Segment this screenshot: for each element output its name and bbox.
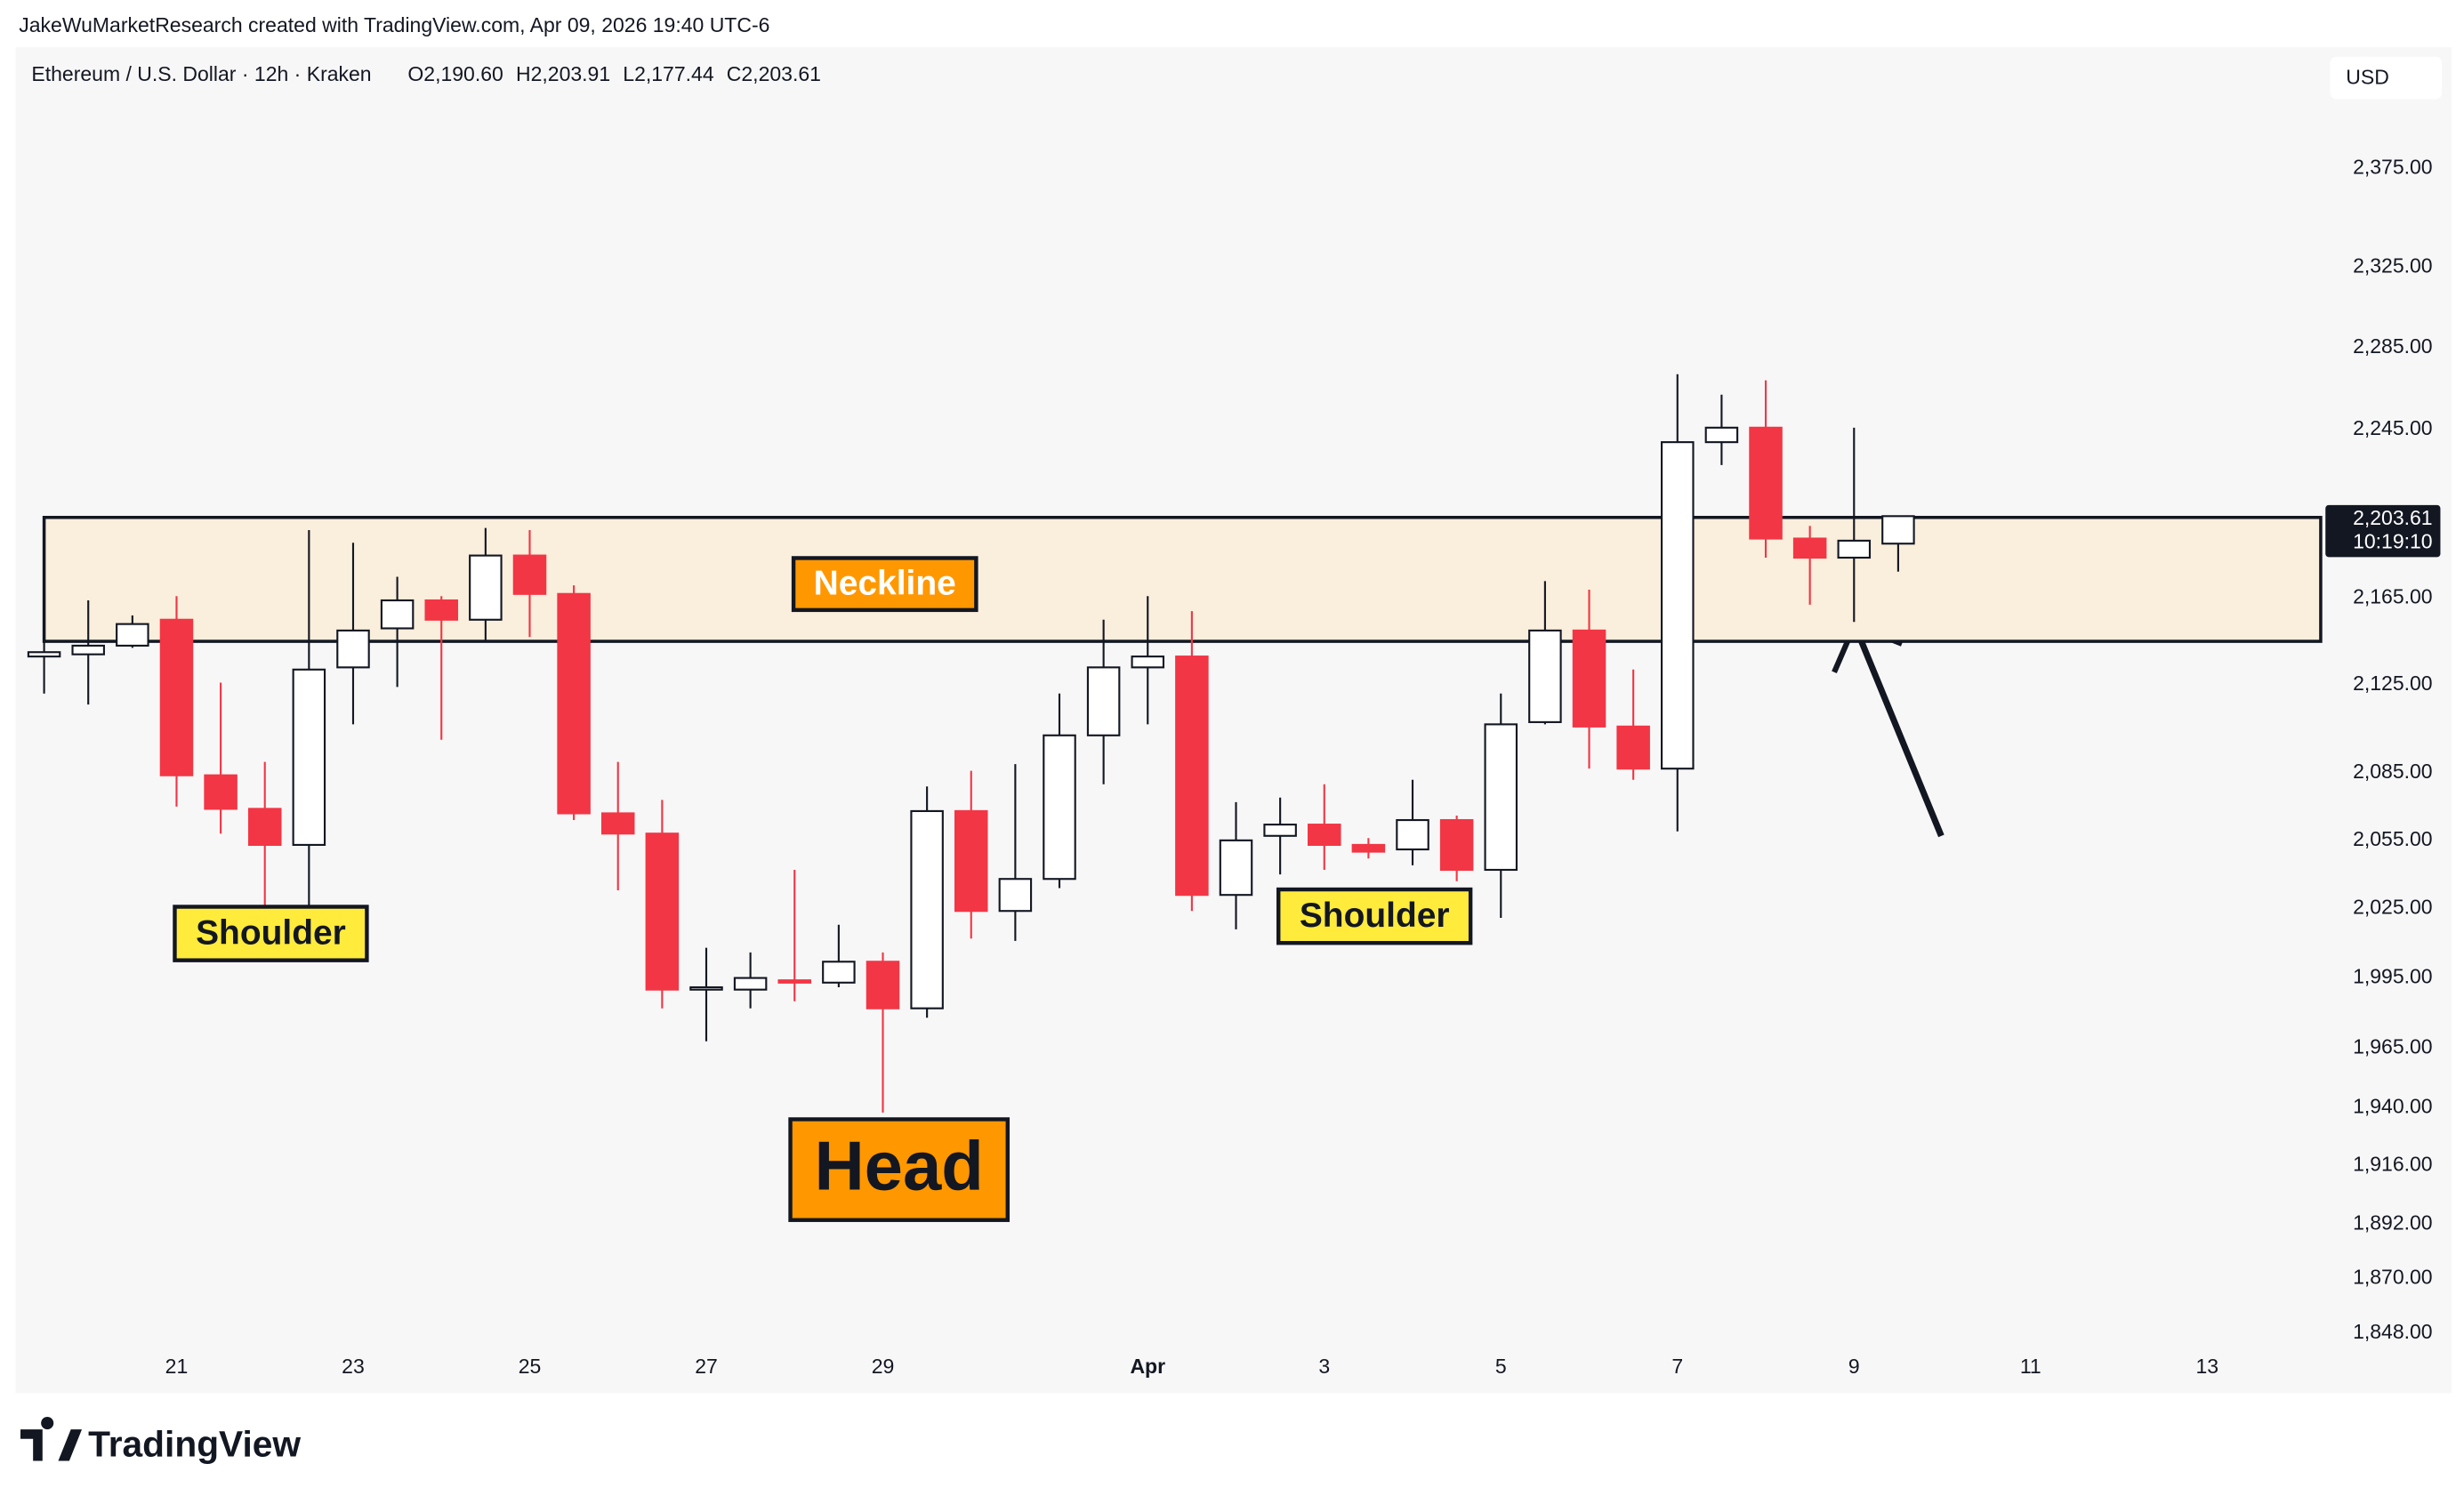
- candle-body: [116, 623, 149, 647]
- candle-body: [1351, 843, 1386, 853]
- y-tick-label: 2,285.00: [2353, 334, 2433, 358]
- candle-body: [1131, 656, 1165, 669]
- x-tick-label: 23: [342, 1355, 365, 1378]
- x-tick-label: 11: [2020, 1355, 2041, 1378]
- y-tick-label: 1,965.00: [2353, 1035, 2433, 1058]
- candle-body: [1439, 818, 1474, 872]
- candle-body: [380, 599, 415, 630]
- annotation-box: [173, 905, 369, 962]
- plot-background: [15, 47, 2452, 1394]
- y-tick-label: 2,325.00: [2353, 253, 2433, 277]
- candle-body: [1086, 666, 1121, 736]
- annotation-box: [791, 556, 978, 613]
- candle-body: [1396, 818, 1429, 851]
- candle-body: [1308, 824, 1341, 846]
- candle-body: [27, 651, 61, 658]
- candle-body: [866, 961, 900, 1009]
- y-tick-label: 1,995.00: [2353, 965, 2433, 988]
- candle-body: [645, 832, 680, 991]
- candle-body: [1175, 656, 1209, 897]
- candle-body: [292, 668, 326, 846]
- legend-ohlc: H2,203.91: [516, 62, 610, 85]
- annotation-label: Shoulder: [1300, 897, 1450, 935]
- x-tick-label: 7: [1671, 1355, 1683, 1378]
- x-tick-label: 25: [519, 1355, 542, 1378]
- legend-ohlc: C2,203.61: [727, 62, 821, 85]
- last-price-box: [2325, 504, 2441, 558]
- candle-body: [71, 644, 105, 656]
- y-tick-label: 1,848.00: [2353, 1320, 2433, 1343]
- candle-body: [998, 878, 1033, 913]
- candle-body: [1484, 723, 1518, 872]
- candle-body: [910, 809, 944, 1009]
- y-tick-label: 1,892.00: [2353, 1210, 2433, 1234]
- y-tick-label: 2,085.00: [2353, 760, 2433, 783]
- candle-body: [204, 774, 238, 810]
- y-tick-label: 1,870.00: [2353, 1265, 2433, 1288]
- candle-body: [600, 812, 635, 835]
- legend-symbol: Ethereum / U.S. Dollar · 12h · Kraken: [31, 62, 371, 85]
- y-tick-label: 1,940.00: [2353, 1095, 2433, 1118]
- y-tick-label: 2,025.00: [2353, 896, 2433, 919]
- candle-body: [247, 808, 282, 846]
- x-tick-label: 9: [1848, 1355, 1860, 1378]
- candle-body: [1661, 441, 1695, 770]
- annotation-label: Neckline: [814, 565, 956, 603]
- currency-button[interactable]: [2330, 56, 2443, 100]
- tradingview-logo: [20, 1416, 83, 1461]
- legend-ohlc: O2,190.60: [407, 62, 503, 85]
- annotation-box: [788, 1117, 1010, 1222]
- x-tick-label: Apr: [1130, 1355, 1165, 1378]
- x-tick-label: 29: [872, 1355, 895, 1378]
- candle-body: [954, 809, 988, 913]
- x-tick-label: 3: [1318, 1355, 1330, 1378]
- y-tick-label: 2,375.00: [2353, 155, 2433, 178]
- candle-body: [1263, 824, 1297, 837]
- candle-body: [557, 592, 591, 815]
- candle-body: [1792, 537, 1827, 559]
- y-tick-label: 2,245.00: [2353, 416, 2433, 439]
- candle-body: [1881, 515, 1915, 545]
- candle-body: [424, 599, 458, 621]
- annotation-box: [1276, 887, 1473, 945]
- candle-body: [689, 985, 723, 991]
- candle-body: [733, 977, 768, 991]
- candle-body: [777, 979, 812, 984]
- legend-ohlc: L2,177.44: [623, 62, 714, 85]
- y-tick-label: 2,165.00: [2353, 585, 2433, 608]
- annotation-label: Shoulder: [196, 914, 346, 953]
- last-price-label: 2,203.61: [2353, 506, 2433, 529]
- x-tick-label: 5: [1495, 1355, 1507, 1378]
- neckline-zone: [42, 515, 2323, 643]
- y-tick-label: 2,125.00: [2353, 672, 2433, 695]
- candle-body: [1749, 426, 1783, 540]
- candle-body: [336, 629, 370, 669]
- x-tick-label: 27: [695, 1355, 718, 1378]
- candle-body: [1528, 629, 1562, 723]
- candle-body: [159, 618, 194, 776]
- candle-body: [512, 554, 547, 595]
- candle-body: [1837, 539, 1872, 559]
- candle-body: [1219, 839, 1253, 897]
- x-tick-label: 13: [2195, 1355, 2218, 1378]
- header-credit: JakeWuMarketResearch created with Tradin…: [19, 13, 769, 36]
- y-tick-label: 1,916.00: [2353, 1153, 2433, 1176]
- candle-body: [1043, 734, 1076, 881]
- currency-label[interactable]: USD: [2346, 66, 2389, 89]
- countdown-label: 10:19:10: [2353, 529, 2433, 552]
- candle-body: [1616, 725, 1650, 770]
- candle-body: [1572, 629, 1606, 728]
- y-tick-label: 2,055.00: [2353, 827, 2433, 850]
- candle-body: [822, 961, 856, 984]
- candle-body: [469, 554, 503, 621]
- footer-brand: TradingView: [88, 1423, 301, 1464]
- arrow-shaft: [1851, 623, 1945, 838]
- candle-body: [1704, 426, 1739, 444]
- annotation-label: Head: [814, 1127, 983, 1204]
- x-tick-label: 21: [165, 1355, 189, 1378]
- logo-mark: [20, 1416, 83, 1461]
